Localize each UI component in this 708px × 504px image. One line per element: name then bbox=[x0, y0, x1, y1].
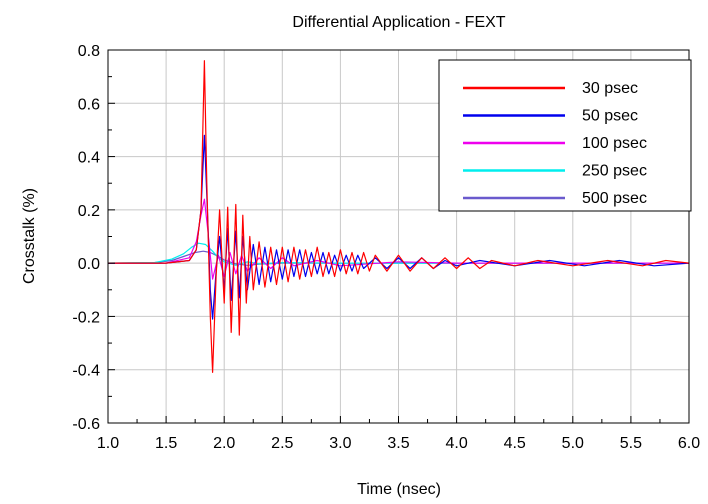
series-line-30-psec bbox=[108, 60, 690, 373]
y-tick-label: 0.0 bbox=[78, 256, 100, 273]
x-axis-label: Time (nsec) bbox=[357, 481, 441, 498]
tick-marks bbox=[107, 49, 690, 424]
chart-title: Differential Application - FEXT bbox=[292, 14, 505, 31]
y-tick-label: -0.4 bbox=[72, 363, 100, 380]
y-tick-label: -0.2 bbox=[72, 309, 100, 326]
y-tick-label: 0.2 bbox=[78, 203, 100, 220]
x-tick-label: 5.0 bbox=[562, 435, 584, 452]
series-line-50-psec bbox=[108, 134, 690, 320]
x-tick-label: 4.5 bbox=[504, 435, 526, 452]
y-tick-labels: 0.8 0.6 0.4 0.2 0.0 -0.2 -0.4 -0.6 bbox=[72, 43, 100, 433]
legend-box bbox=[438, 59, 692, 212]
y-tick-label: 0.6 bbox=[78, 96, 100, 113]
y-tick-label: -0.6 bbox=[72, 416, 100, 433]
y-tick-label: 0.4 bbox=[78, 150, 100, 167]
x-tick-labels: 1.0 1.5 2.0 2.5 3.0 3.5 4.0 4.5 5.0 5.5 6.0 bbox=[97, 435, 700, 452]
series-layer bbox=[107, 60, 690, 373]
legend-label: 500 psec bbox=[582, 190, 647, 207]
x-tick-label: 2.0 bbox=[213, 435, 235, 452]
x-tick-label: 2.5 bbox=[271, 435, 293, 452]
legend-label: 250 psec bbox=[582, 163, 647, 180]
x-tick-label: 5.5 bbox=[620, 435, 642, 452]
x-tick-label: 6.0 bbox=[678, 435, 700, 452]
legend: 30 psec 50 psec 100 psec 250 psec 500 psec bbox=[438, 59, 692, 212]
x-tick-label: 1.5 bbox=[155, 435, 177, 452]
y-axis-label: Crosstalk (%) bbox=[21, 188, 38, 284]
x-tick-label: 4.0 bbox=[445, 435, 467, 452]
x-tick-label: 3.0 bbox=[329, 435, 351, 452]
x-tick-label: 3.5 bbox=[387, 435, 409, 452]
legend-label: 100 psec bbox=[582, 135, 647, 152]
y-tick-label: 0.8 bbox=[78, 43, 100, 60]
legend-label: 50 psec bbox=[582, 108, 638, 125]
legend-label: 30 psec bbox=[582, 80, 638, 97]
x-tick-label: 1.0 bbox=[97, 435, 119, 452]
